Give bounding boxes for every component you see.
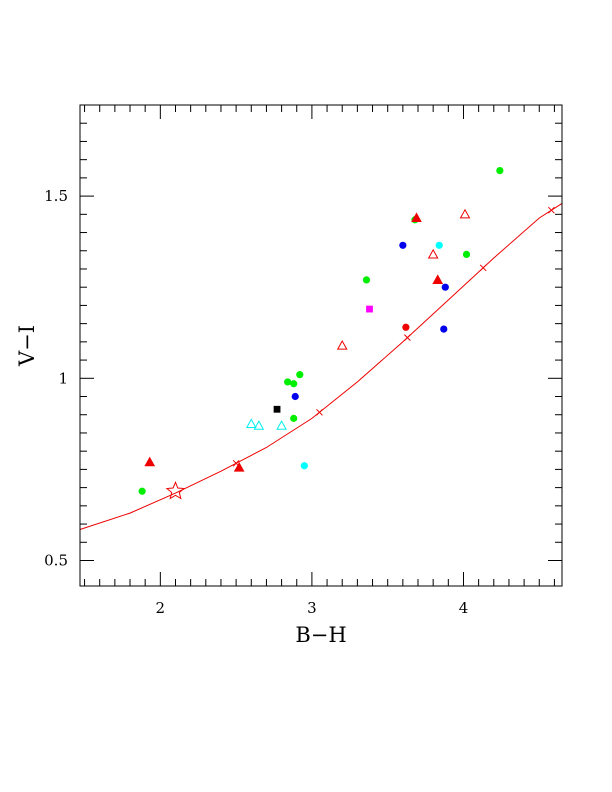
y-axis-title: V−I [15, 325, 39, 367]
data-point-triangle [459, 208, 471, 219]
y-tick-label: 1.5 [44, 187, 68, 205]
x-axis-title: B−H [295, 623, 346, 647]
x-tick-label: 2 [156, 599, 166, 617]
data-point-circle [362, 276, 371, 284]
data-point-circle [399, 241, 407, 249]
data-point-triangle [253, 420, 265, 430]
data-point-triangle [233, 462, 245, 472]
data-point-circle [138, 487, 146, 495]
data-point-circle [290, 414, 298, 422]
data-point-triangle [427, 248, 439, 259]
model-curve-layer [79, 202, 563, 530]
y-tick-label: 1 [58, 369, 68, 387]
data-point-circle [284, 378, 292, 386]
x-tick-label: 3 [307, 599, 317, 617]
curve-cross-marker [404, 334, 411, 342]
plot-frame [79, 104, 563, 587]
x-tick-labels: 2 3 4 [156, 599, 469, 617]
y-tick-labels: 0.5 1 1.5 [44, 187, 68, 569]
data-point-square [273, 405, 281, 413]
data-point-circle [296, 371, 304, 379]
data-point-triangle [411, 212, 422, 223]
data-point-circle [291, 392, 299, 401]
data-point-triangle [276, 420, 287, 430]
data-point-circle [402, 323, 410, 331]
data-point-circle [496, 166, 504, 175]
data-point-circle [435, 241, 443, 249]
data-point-circle [440, 325, 448, 333]
x-tick-label: 4 [459, 599, 469, 617]
data-points-layer [138, 166, 504, 500]
curve-cross-marker [548, 206, 555, 214]
data-point-triangle [336, 339, 348, 350]
data-point-circle [290, 380, 298, 388]
data-point-triangle [245, 418, 257, 428]
curve-cross-marker [479, 264, 487, 272]
data-point-circle [441, 283, 449, 291]
axis-ticks-layer [80, 104, 562, 586]
y-tick-label: 0.5 [44, 551, 68, 569]
data-point-circle [300, 462, 308, 470]
data-point-triangle [432, 274, 444, 285]
data-point-triangle [144, 456, 156, 467]
data-point-square [366, 305, 373, 313]
data-point-star [165, 480, 186, 500]
curve-cross-marker [316, 408, 323, 416]
data-point-circle [462, 250, 471, 259]
model-curve-line [79, 202, 563, 530]
